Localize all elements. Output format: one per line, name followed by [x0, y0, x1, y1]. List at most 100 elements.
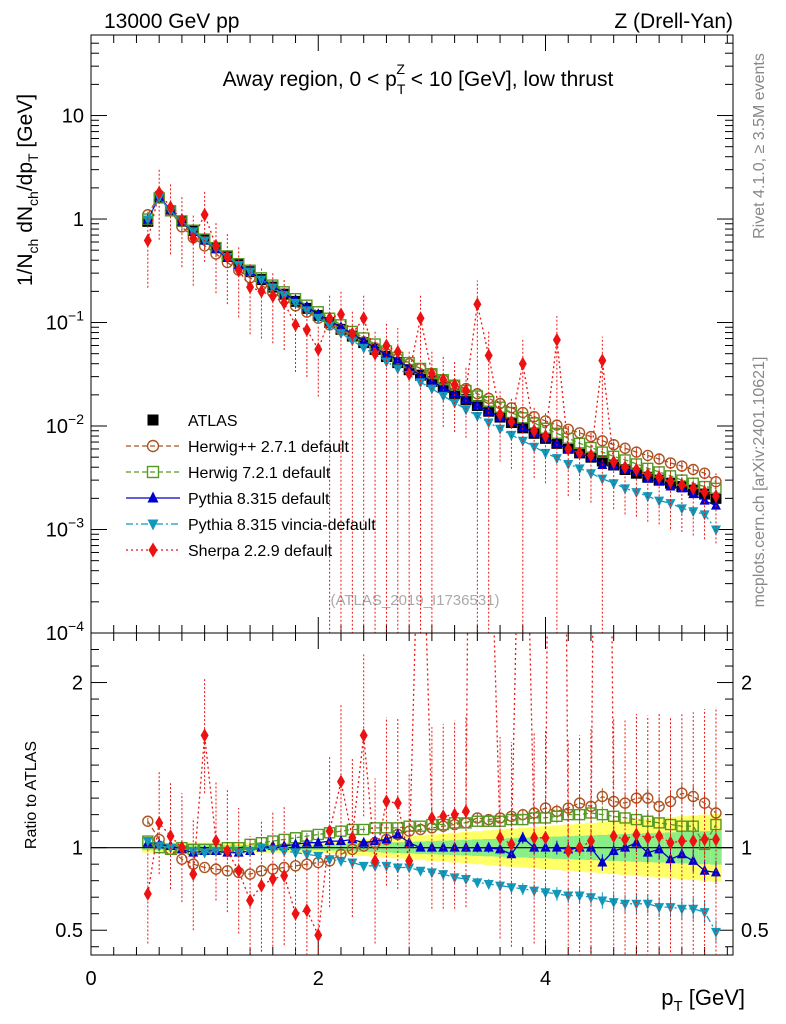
- data-point: [313, 313, 324, 324]
- data-point: [551, 437, 562, 448]
- data-point: [575, 445, 584, 460]
- legend-marker: [146, 465, 160, 479]
- data-point: [484, 348, 493, 363]
- main-title-sub: T: [397, 81, 406, 97]
- data-point: [393, 796, 402, 811]
- data-point: [200, 207, 209, 222]
- data-point: [472, 841, 483, 852]
- data-point: [290, 848, 301, 859]
- data-point: [676, 904, 687, 915]
- data-point: [211, 834, 220, 849]
- data-point: [189, 867, 198, 882]
- data-point: [438, 391, 449, 402]
- data-point: [358, 823, 370, 836]
- data-point: [324, 835, 335, 846]
- analysis-tag: (ATLAS_2019_I1736531): [330, 592, 499, 609]
- data-point: [246, 280, 255, 295]
- data-point: [188, 846, 199, 857]
- data-point: [199, 848, 210, 859]
- data-point: [370, 835, 381, 846]
- data-point: [540, 888, 551, 899]
- mcplots-label: mcplots.cern.ch [arXiv:2401.10621]: [751, 357, 768, 608]
- data-point: [426, 841, 437, 852]
- header-left: 13000 GeV pp: [104, 10, 239, 33]
- data-point: [621, 832, 630, 847]
- data-point: [700, 485, 709, 500]
- data-point: [257, 284, 266, 299]
- data-point: [460, 405, 471, 416]
- data-point: [143, 233, 152, 248]
- data-point: [541, 830, 550, 845]
- series-line: [147, 792, 717, 875]
- main-y-tick-label: 10−2: [46, 411, 84, 438]
- data-point: [438, 841, 449, 852]
- data-point: [416, 311, 425, 326]
- data-point: [688, 507, 699, 518]
- ratio-panel-frame: [90, 632, 734, 956]
- data-point: [233, 848, 244, 859]
- data-point: [313, 851, 324, 862]
- data-point: [325, 824, 334, 839]
- main-y-tick-label: 10−1: [46, 308, 84, 335]
- data-point: [415, 866, 426, 877]
- data-point: [517, 436, 528, 447]
- data-point: [552, 332, 561, 347]
- data-point: [655, 829, 664, 844]
- data-point: [586, 834, 595, 849]
- data-point: [495, 881, 506, 892]
- data-point: [710, 499, 721, 510]
- data-point: [460, 393, 471, 404]
- legend-entry: Sherpa 2.2.9 default: [126, 542, 333, 560]
- data-point: [517, 813, 529, 826]
- data-point: [415, 369, 426, 380]
- data-point: [335, 856, 346, 867]
- ratio-y-tick-label: 0.5: [55, 920, 83, 942]
- x-tick-label: 0: [85, 968, 96, 990]
- data-point: [324, 321, 335, 332]
- data-point: [496, 407, 505, 422]
- data-point: [597, 474, 608, 485]
- data-point: [620, 841, 631, 852]
- data-point: [313, 836, 324, 847]
- data-point: [268, 289, 277, 304]
- data-point: [518, 356, 527, 371]
- data-point: [596, 790, 609, 803]
- main-title-post: < 10 [GeV], low thrust: [405, 68, 614, 91]
- data-point: [381, 833, 392, 844]
- data-point: [291, 906, 300, 921]
- data-point: [699, 494, 710, 505]
- data-point: [506, 883, 517, 894]
- data-point: [564, 441, 573, 456]
- data-point: [426, 868, 437, 879]
- data-point: [643, 467, 652, 482]
- legend-entry: ATLAS: [147, 413, 238, 430]
- data-point: [450, 377, 459, 392]
- data-point: [200, 728, 209, 743]
- data-point: [529, 886, 540, 897]
- data-point: [666, 474, 675, 489]
- data-point: [608, 898, 619, 909]
- data-point: [371, 346, 380, 361]
- data-point: [335, 329, 346, 340]
- data-point: [427, 810, 436, 825]
- data-point: [483, 841, 494, 852]
- data-point: [234, 863, 243, 878]
- data-point: [699, 510, 710, 521]
- data-point: [382, 794, 391, 809]
- legend-label: Herwig 7.2.1 default: [188, 465, 331, 482]
- data-point: [482, 815, 495, 827]
- ratio-series-pythia-8-315-vincia-default: [142, 837, 721, 944]
- legend-label: ATLAS: [188, 413, 238, 430]
- ratio-y-tick-label-right: 1: [741, 838, 752, 860]
- data-point: [471, 815, 484, 827]
- data-point: [177, 840, 186, 855]
- data-point: [517, 421, 528, 432]
- main-y-tick-label: 10−4: [46, 618, 84, 645]
- data-point: [597, 856, 608, 867]
- x-tick-label: 4: [540, 968, 551, 990]
- data-point: [530, 423, 539, 438]
- data-point: [517, 884, 528, 895]
- data-point: [676, 848, 687, 859]
- data-point: [280, 295, 289, 310]
